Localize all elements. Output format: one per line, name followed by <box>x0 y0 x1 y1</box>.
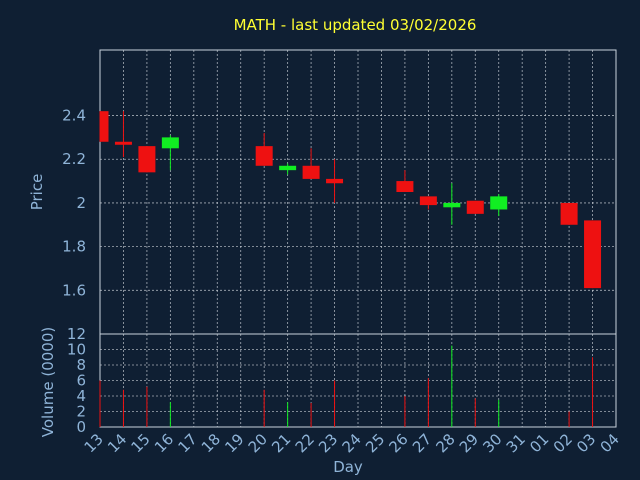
volume-tick-label: 0 <box>76 418 86 436</box>
candle-body <box>255 146 273 166</box>
volume-panel: 0246810121314151617181920212223242526272… <box>67 325 623 456</box>
price-tick-label: 1.8 <box>62 238 86 256</box>
day-axis-label: Day <box>333 458 363 476</box>
day-tick-label: 19 <box>221 430 247 456</box>
volume-tick-label: 10 <box>67 341 86 359</box>
day-tick-label: 16 <box>151 430 177 456</box>
price-tick-label: 2.4 <box>62 107 86 125</box>
candle-body <box>466 200 484 214</box>
candle-body <box>490 196 508 210</box>
candle-body <box>326 178 344 184</box>
volume-tick-label: 6 <box>76 372 86 390</box>
day-tick-label: 24 <box>339 430 365 456</box>
day-tick-label: 29 <box>456 430 482 456</box>
price-axis-label: Price <box>28 174 46 211</box>
candle-body <box>443 202 461 208</box>
day-tick-label: 22 <box>292 430 318 456</box>
day-tick-label: 14 <box>104 430 130 456</box>
day-tick-label: 15 <box>128 430 154 456</box>
chart-title: MATH - last updated 03/02/2026 <box>234 16 477 34</box>
price-panel: 1.6 1.8 2 2.2 2.4 <box>62 49 617 335</box>
candle-body <box>584 220 602 289</box>
candle-body <box>560 202 578 225</box>
day-tick-label: 20 <box>245 430 271 456</box>
day-tick-label: 18 <box>198 430 224 456</box>
candle-body <box>100 111 109 142</box>
candle-body <box>279 165 297 171</box>
candle-body <box>161 137 179 149</box>
volume-tick-label: 2 <box>76 403 86 421</box>
candle-body <box>302 165 320 179</box>
day-tick-label: 02 <box>550 430 576 456</box>
day-tick-label: 26 <box>386 430 412 456</box>
price-tick-label: 2 <box>76 194 86 212</box>
volume-tick-label: 8 <box>76 356 86 374</box>
day-tick-label: 21 <box>268 430 294 456</box>
day-tick-label: 04 <box>597 430 623 456</box>
day-tick-label: 27 <box>409 430 435 456</box>
day-tick-label: 25 <box>362 430 388 456</box>
candle-body <box>114 141 132 145</box>
day-tick-label: 17 <box>174 430 200 456</box>
volume-tick-label: 4 <box>76 387 86 405</box>
price-tick-label: 1.6 <box>62 281 86 299</box>
price-tick-label: 2.2 <box>62 150 86 168</box>
candle-body <box>396 181 414 192</box>
day-tick-label: 28 <box>432 430 458 456</box>
day-tick-label: 31 <box>503 430 529 456</box>
candle-body <box>419 196 437 206</box>
day-tick-label: 30 <box>479 430 505 456</box>
day-tick-label: 03 <box>573 430 599 456</box>
volume-axis-label: Volume (0000) <box>39 327 57 437</box>
volume-tick-label: 12 <box>67 325 86 343</box>
candle-body <box>138 146 156 173</box>
day-tick-label: 01 <box>526 430 552 456</box>
day-tick-label: 23 <box>315 430 341 456</box>
